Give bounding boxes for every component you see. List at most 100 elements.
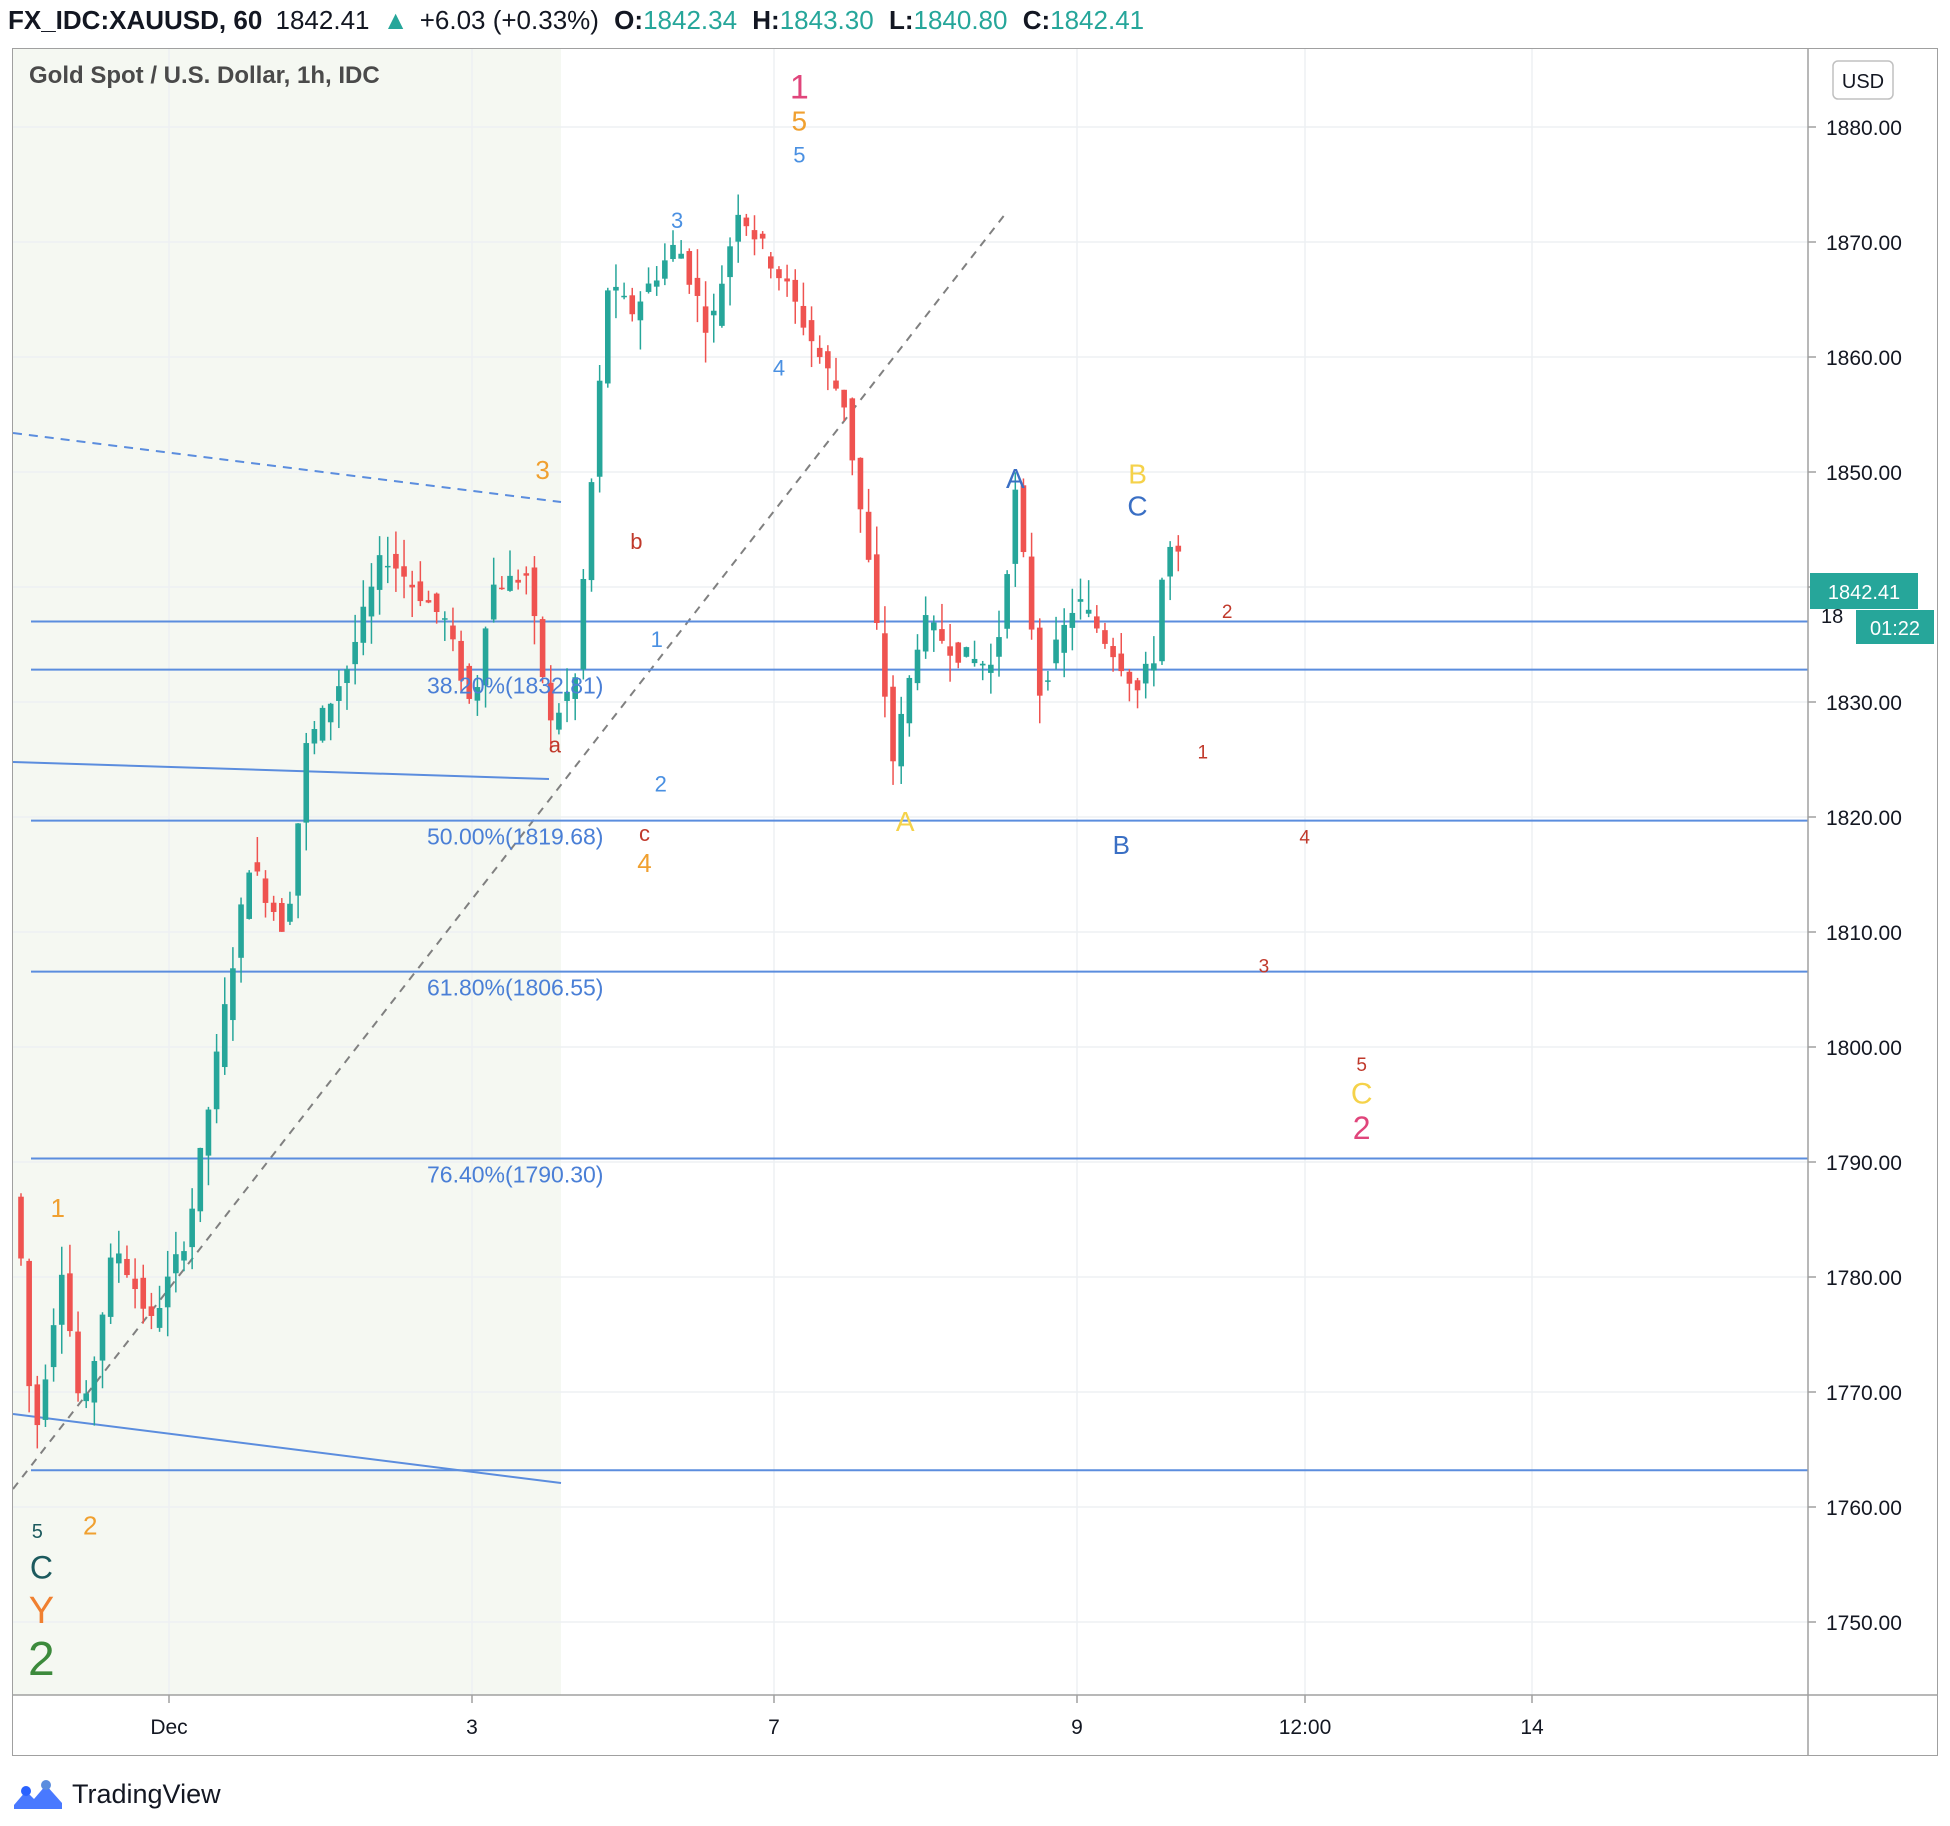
candle: [490, 557, 497, 623]
candle: [189, 1188, 195, 1270]
candle: [124, 1245, 130, 1278]
tradingview-logo-icon: [14, 1780, 62, 1809]
candle: [246, 870, 252, 920]
candle: [694, 249, 701, 323]
candle-body: [34, 1384, 41, 1426]
candle: [1085, 580, 1092, 618]
candle: [458, 630, 464, 694]
candle-body: [205, 1109, 212, 1156]
wave-label: 2: [1353, 1110, 1371, 1146]
candle-body: [458, 640, 464, 681]
time-tick-label: 14: [1520, 1716, 1544, 1739]
candle: [279, 898, 285, 932]
price-tick-label: 1850.00: [1826, 462, 1902, 485]
fib-level-label: 38.20%(1832.81): [427, 673, 603, 699]
candle: [873, 526, 880, 630]
candle: [621, 282, 627, 300]
candle-body: [18, 1196, 24, 1259]
candle-body: [1053, 639, 1059, 664]
candle-body: [499, 587, 505, 590]
chart-frame[interactable]: 38.20%(1832.81) 50.00%(1819.68) 61.80%(180…: [12, 48, 1938, 1756]
candle-body: [865, 511, 872, 560]
candle-body: [311, 729, 318, 744]
candle-body: [295, 823, 301, 896]
candle-body: [963, 647, 970, 657]
candle-body: [1085, 609, 1092, 614]
price-tick-label: 1790.00: [1826, 1152, 1902, 1175]
candle-body: [197, 1147, 204, 1212]
candle: [686, 248, 693, 294]
candle-body: [221, 1004, 228, 1068]
candle: [213, 1033, 220, 1124]
time-axis[interactable]: Dec 3 7 9 12:00 14: [150, 1695, 1544, 1739]
candle-body: [344, 669, 350, 684]
candle-body: [825, 351, 831, 369]
candle-body: [213, 1051, 220, 1110]
candle: [1053, 616, 1059, 670]
candle-body: [42, 1379, 49, 1420]
candle: [311, 721, 318, 755]
candle: [898, 696, 904, 784]
candle: [547, 665, 554, 750]
candle-body: [515, 579, 521, 583]
partial-price-tick: 18: [1821, 606, 1843, 628]
price-tick-label: 1760.00: [1826, 1497, 1902, 1520]
candle-body: [1159, 579, 1165, 662]
candle-body: [132, 1278, 138, 1290]
mid-trendline[interactable]: [13, 761, 550, 780]
candle-body: [694, 277, 701, 296]
candle: [262, 870, 269, 918]
candle: [270, 895, 277, 921]
low-label: L:: [888, 5, 914, 35]
candle-body: [409, 584, 415, 588]
wave-label: C: [1351, 1077, 1373, 1110]
tradingview-brand[interactable]: TradingView: [72, 1779, 221, 1809]
candle-body: [1175, 545, 1182, 552]
chart-canvas[interactable]: 38.20%(1832.81) 50.00%(1819.68) 61.80%(180…: [13, 49, 1937, 1755]
candle: [637, 291, 644, 350]
candle: [1077, 578, 1084, 620]
wave-label: 1: [790, 68, 809, 106]
candle: [425, 590, 432, 604]
countdown-badge-box: [1856, 610, 1934, 644]
price-tick-label: 1860.00: [1826, 347, 1902, 370]
price-tick-label: 1880.00: [1826, 117, 1902, 140]
wave-label: A: [896, 806, 915, 837]
lower-trendline[interactable]: [13, 1413, 562, 1484]
candle: [825, 345, 831, 391]
candle: [727, 237, 733, 306]
candle: [800, 282, 807, 336]
candle-body: [914, 649, 921, 684]
candle: [1134, 677, 1141, 709]
symbol-name[interactable]: FX_IDC:XAUUSD, 60: [8, 5, 263, 35]
candle-body: [1004, 574, 1010, 629]
upper-dashed-trendline[interactable]: [13, 432, 562, 503]
wave-label: 2: [655, 772, 667, 797]
price-axis[interactable]: 1880.001870.001860.001850.001840.001830.…: [1808, 117, 1902, 1635]
fib-level-label: 61.80%(1806.55): [427, 975, 603, 1001]
wave-label: 5: [793, 143, 805, 168]
candle: [792, 269, 799, 324]
candle-body: [393, 553, 399, 569]
candle: [344, 665, 350, 710]
wave-label: 1: [651, 627, 663, 652]
candle: [572, 673, 578, 721]
candle: [319, 705, 326, 743]
candle: [450, 607, 456, 652]
candle-body: [971, 658, 978, 664]
candle: [75, 1311, 81, 1402]
candle-body: [336, 686, 342, 701]
candle-body: [352, 641, 358, 665]
candle-body: [1028, 556, 1035, 630]
candle-body: [637, 301, 644, 321]
currency-button[interactable]: [1832, 60, 1894, 100]
candle: [58, 1246, 65, 1354]
candle-body: [482, 628, 489, 686]
low-value: 1840.80: [913, 5, 1008, 35]
candle: [1069, 588, 1076, 651]
symbol-header: FX_IDC:XAUUSD, 60 1842.41 ▲ +6.03 (+0.33…: [0, 0, 1950, 40]
candle: [474, 675, 481, 716]
candle-body: [287, 903, 293, 922]
wave-label: C: [1127, 491, 1147, 522]
candle: [988, 643, 994, 694]
